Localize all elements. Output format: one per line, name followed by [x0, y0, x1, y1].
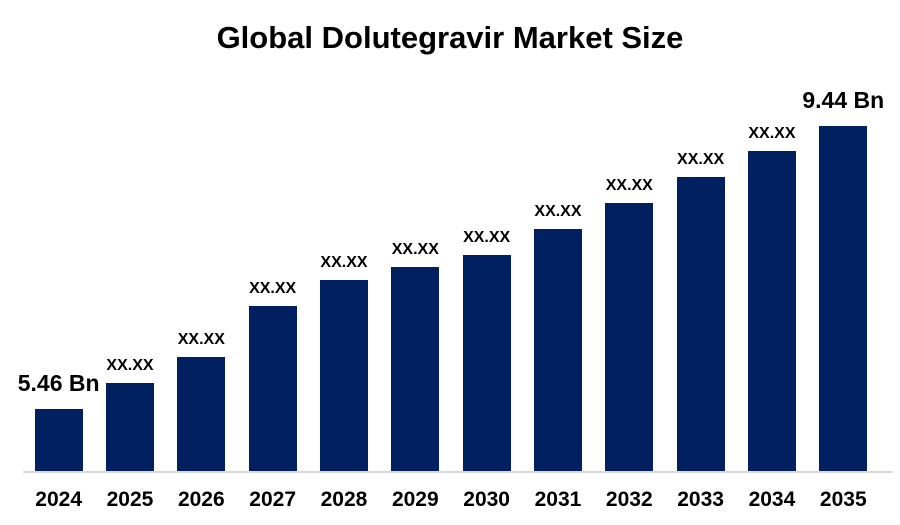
- x-axis-tick-label-2033: 2033: [677, 488, 724, 511]
- bar-column-2027: XX.XX: [237, 60, 308, 471]
- bar-column-2024: 5.46 Bn: [18, 60, 100, 471]
- bar-column-2031: XX.XX: [522, 60, 593, 471]
- bar-2032: [605, 203, 654, 471]
- bar-value-label-2035: 9.44 Bn: [802, 87, 885, 113]
- bar-value-label-2034: XX.XX: [748, 125, 796, 142]
- x-axis-tick-label-2032: 2032: [605, 488, 653, 511]
- bar-column-2025: XX.XX: [94, 60, 165, 471]
- x-axis-tick-label-2029: 2029: [391, 488, 439, 511]
- x-axis-tick-label-2034: 2034: [748, 488, 796, 511]
- bar-2031: [533, 229, 582, 471]
- bar-value-label-2033: XX.XX: [677, 151, 725, 168]
- bar-2035: [819, 126, 868, 471]
- bar-value-label-2031: XX.XX: [534, 203, 582, 220]
- x-axis-labels: 2024 2025 2026 2027 2028 2029 2030 2031 2032 2033…: [23, 488, 879, 512]
- x-axis-tick-label-2030: 2030: [463, 488, 510, 511]
- bar-column-2035: 9.44 Bn: [802, 60, 884, 471]
- x-axis-tick-label-2026: 2026: [177, 488, 225, 511]
- x-axis-tick-label-2027: 2027: [249, 488, 296, 511]
- plot-area: 5.46 Bn XX.XX XX.XX XX.XX XX.XX XX.XX XX.XX XX.…: [18, 60, 884, 471]
- bar-value-label-2025: XX.XX: [106, 357, 154, 374]
- x-axis-tick-label-2028: 2028: [320, 488, 368, 511]
- x-axis-tick-label-2024: 2024: [35, 488, 83, 511]
- bar-value-label-2030: XX.XX: [463, 229, 511, 246]
- bar-2027: [248, 306, 297, 471]
- bar-column-2028: XX.XX: [308, 60, 379, 471]
- x-axis-line: [23, 471, 893, 473]
- bar-value-label-2024: 5.46 Bn: [17, 370, 100, 396]
- bar-2034: [747, 151, 796, 471]
- bar-column-2029: XX.XX: [380, 60, 451, 471]
- bar-column-2030: XX.XX: [451, 60, 522, 471]
- bar-2029: [391, 267, 440, 471]
- bar-2028: [319, 280, 368, 471]
- bar-2025: [105, 383, 154, 471]
- bar-2026: [177, 357, 226, 471]
- bar-value-label-2027: XX.XX: [249, 280, 297, 297]
- x-axis-tick-label-2035: 2035: [819, 488, 867, 511]
- bar-column-2026: XX.XX: [166, 60, 237, 471]
- x-axis-tick-label-2031: 2031: [534, 488, 582, 511]
- bar-2024: [34, 409, 83, 471]
- bar-column-2032: XX.XX: [594, 60, 665, 471]
- bar-2033: [676, 177, 725, 471]
- bar-value-label-2029: XX.XX: [391, 241, 439, 258]
- bar-value-label-2032: XX.XX: [605, 177, 653, 194]
- bar-value-label-2026: XX.XX: [177, 331, 225, 348]
- bar-column-2034: XX.XX: [736, 60, 807, 471]
- bar-value-label-2028: XX.XX: [320, 254, 368, 271]
- bar-2030: [462, 255, 511, 471]
- bar-column-2033: XX.XX: [665, 60, 736, 471]
- x-axis-tick-label-2025: 2025: [106, 488, 154, 511]
- chart-title: Global Dolutegravir Market Size: [216, 20, 684, 55]
